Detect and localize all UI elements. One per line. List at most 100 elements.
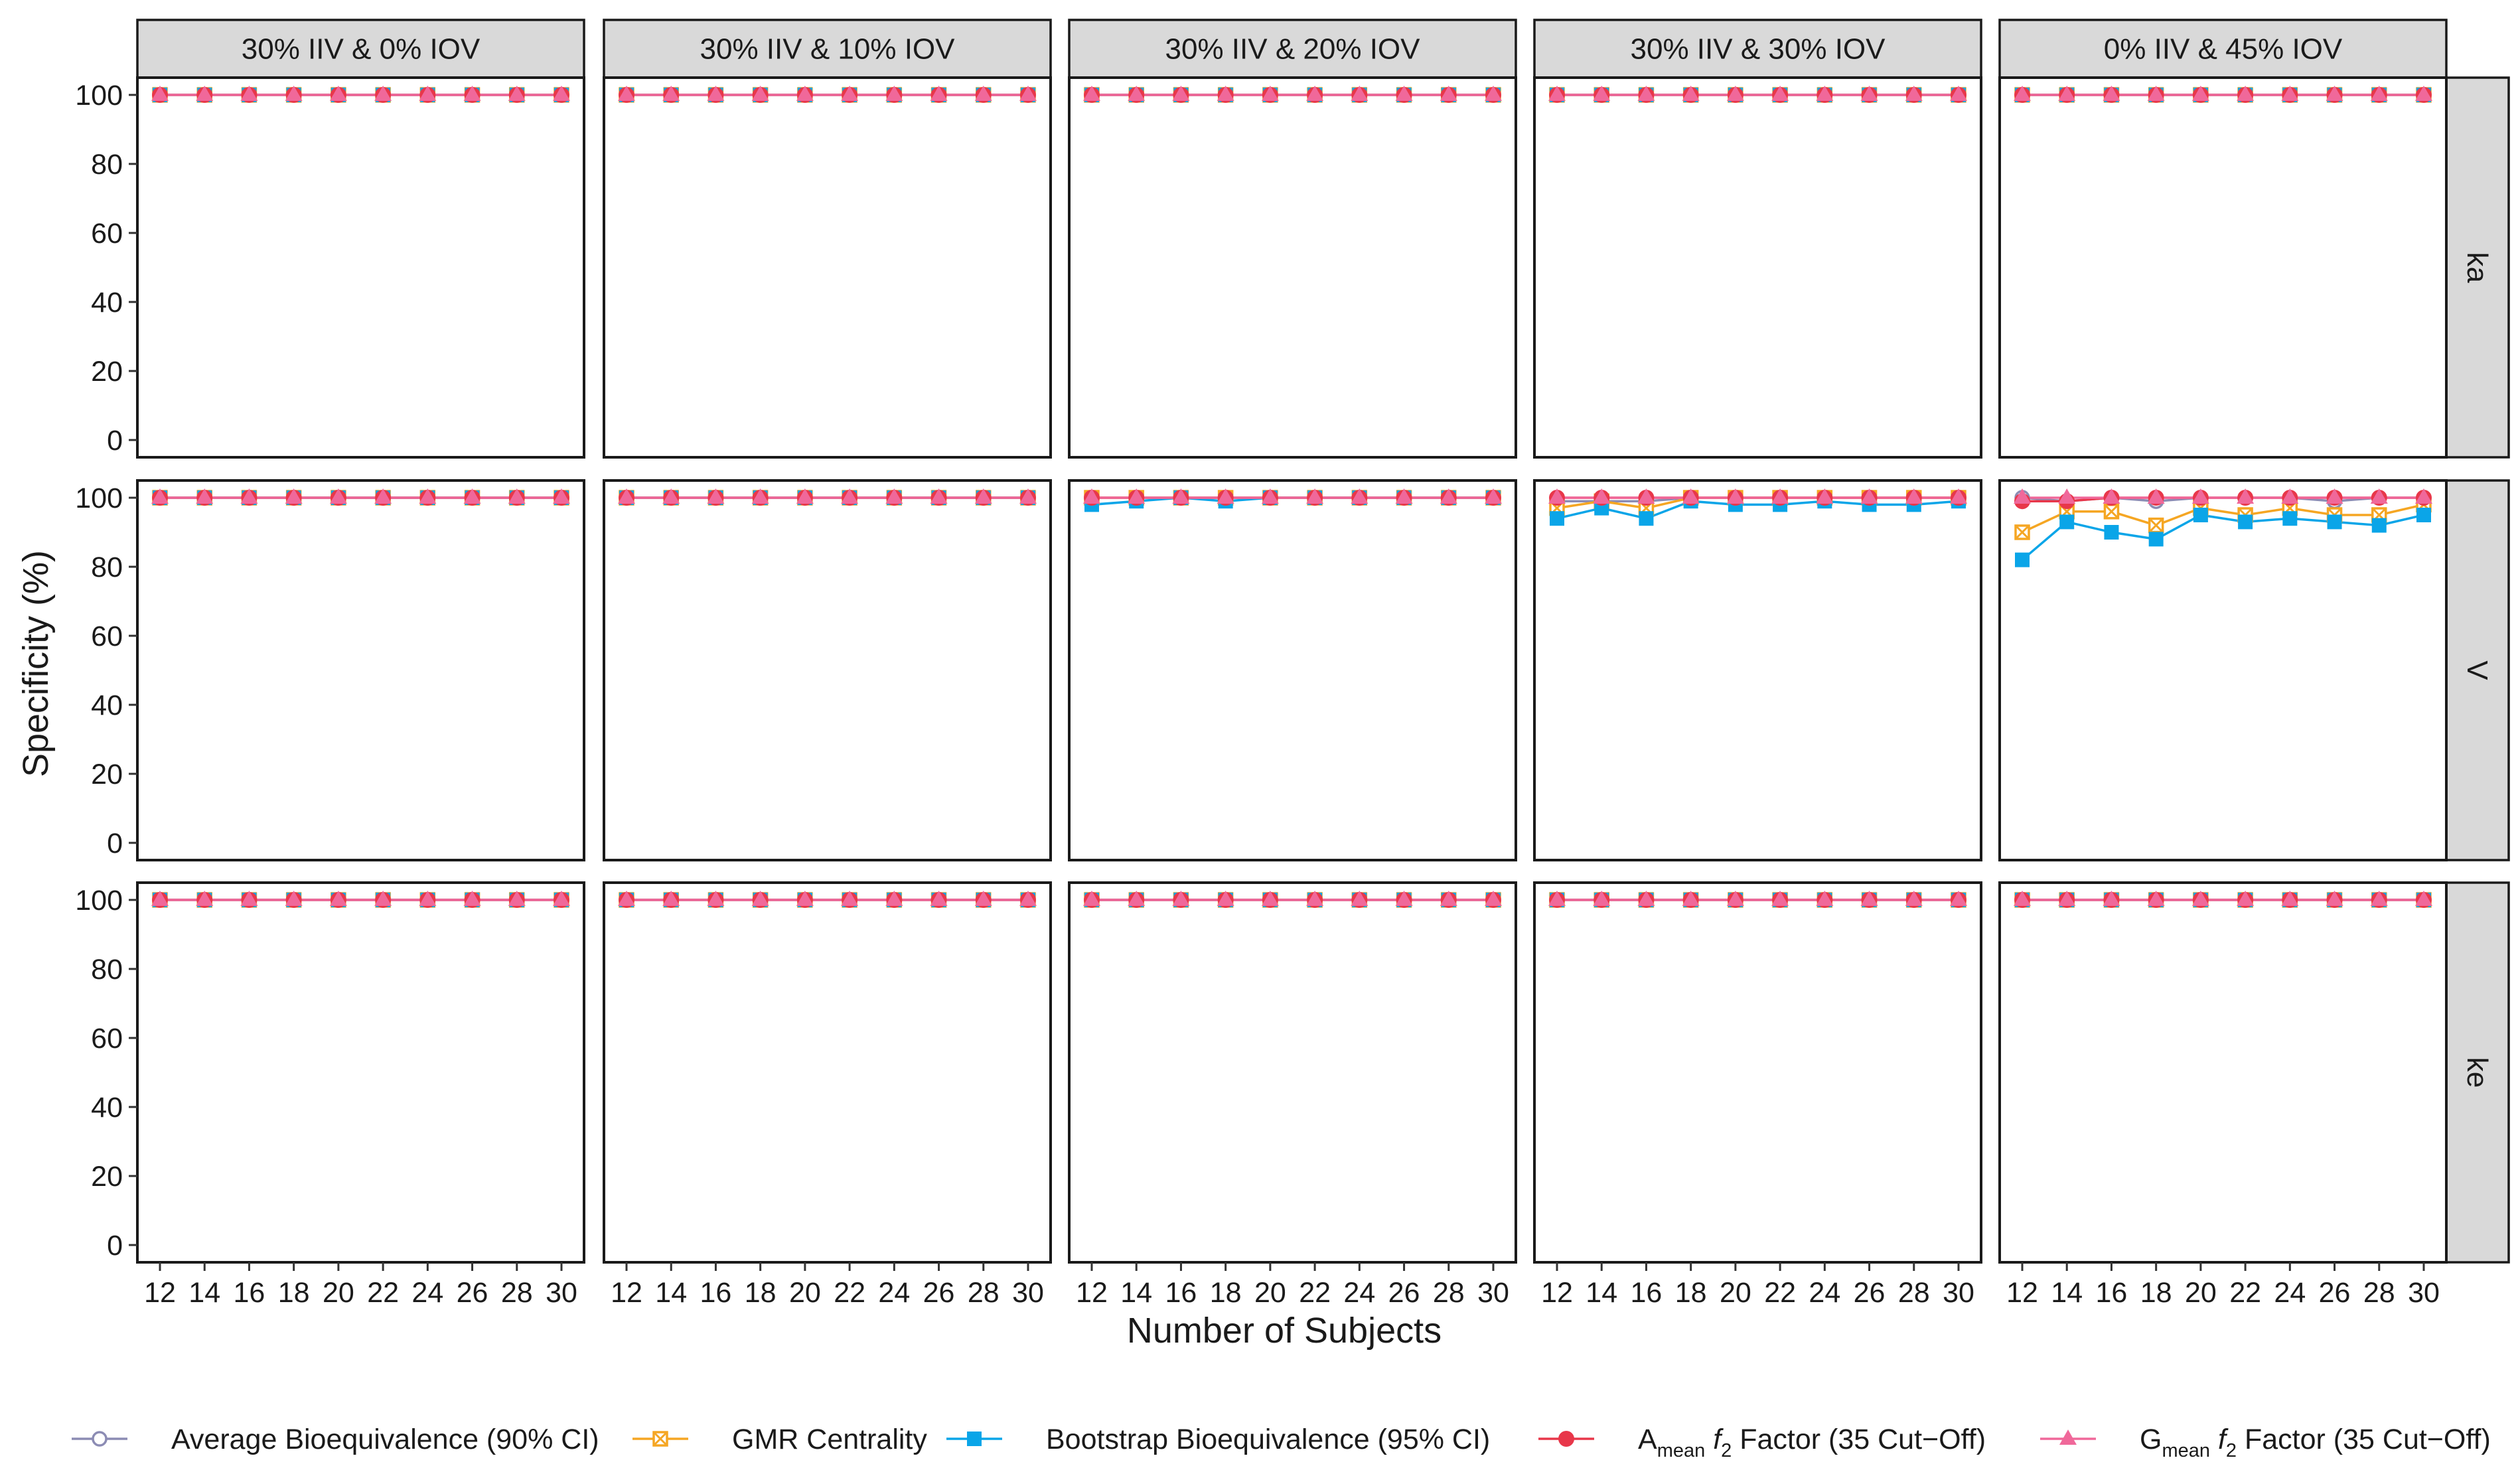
data-point — [1558, 1431, 1574, 1447]
data-point — [1351, 488, 1369, 504]
data-point — [1217, 891, 1234, 906]
data-point — [1860, 488, 1878, 504]
y-tick-label: 20 — [91, 356, 123, 388]
facet-panel — [1533, 76, 1982, 459]
legend-label: Gmean f2 Factor (35 Cut−Off) — [2140, 1424, 2491, 1461]
data-point — [662, 488, 680, 504]
data-point — [930, 86, 948, 101]
data-point-cross — [2104, 504, 2119, 519]
series-markers-gmean — [2014, 488, 2432, 504]
data-point — [1083, 488, 1100, 504]
y-tick-label: 100 — [75, 482, 123, 514]
data-point — [2059, 1430, 2077, 1445]
data-point — [1261, 488, 1279, 504]
data-point — [662, 891, 680, 906]
facet-panel — [1068, 479, 1517, 861]
data-point — [1726, 891, 1744, 906]
data-point — [618, 86, 635, 101]
data-point — [508, 891, 526, 906]
panel-frame — [1068, 479, 1517, 861]
data-point — [2103, 891, 2120, 906]
data-point — [463, 891, 481, 906]
data-point — [1083, 86, 1100, 101]
data-point — [553, 488, 570, 504]
data-point — [2282, 511, 2298, 526]
data-point — [2191, 86, 2209, 101]
data-point — [2058, 86, 2076, 101]
series-markers-gmean — [618, 488, 1037, 504]
panel-frame — [1998, 479, 2448, 861]
data-point — [2237, 488, 2255, 504]
data-point — [92, 1431, 108, 1447]
legend-label: Average Bioequivalence (90% CI) — [171, 1424, 599, 1455]
x-tick-label: 16 — [1631, 1277, 1663, 1309]
data-point — [2193, 508, 2208, 522]
data-point — [419, 86, 437, 101]
data-point — [463, 488, 481, 504]
data-point — [196, 488, 214, 504]
data-point — [1217, 488, 1234, 504]
data-point — [930, 488, 948, 504]
x-tick-label: 22 — [367, 1277, 399, 1309]
data-point — [2327, 514, 2342, 530]
x-tick-label: 14 — [1586, 1277, 1617, 1309]
legend-entry-abe: Average Bioequivalence (90% CI) — [72, 1424, 599, 1455]
data-point — [2326, 86, 2343, 101]
series-markers-gmean — [1548, 86, 1967, 101]
data-point — [1771, 891, 1789, 906]
row-strip — [2445, 479, 2510, 861]
data-point — [2059, 514, 2075, 530]
series-markers-gmean — [151, 891, 570, 906]
facet-panel: 12 14 16 18 20 22 24 26 28 30 — [1068, 881, 1517, 1309]
panel-frame — [1998, 881, 2448, 1264]
x-tick-label: 14 — [188, 1277, 220, 1309]
facet-panel — [1068, 76, 1517, 459]
x-tick-label: 14 — [1120, 1277, 1152, 1309]
data-point — [841, 891, 859, 906]
series-markers-gmean — [151, 488, 570, 504]
x-tick-label: 22 — [1764, 1277, 1796, 1309]
data-point — [796, 488, 814, 504]
series-markers-gmean — [618, 891, 1037, 906]
data-point — [1440, 86, 1457, 101]
data-point — [374, 488, 392, 504]
data-point-cross — [2148, 518, 2164, 533]
data-point — [2058, 488, 2076, 504]
data-point — [2103, 86, 2120, 101]
data-point — [1172, 891, 1190, 906]
data-point-cross — [2014, 524, 2030, 540]
data-point — [2326, 891, 2343, 906]
data-point — [1083, 891, 1100, 906]
series-line-boot — [1556, 500, 1959, 520]
data-point — [1950, 891, 1967, 906]
data-point — [2015, 552, 2030, 567]
data-point — [1351, 86, 1369, 101]
data-point — [841, 488, 859, 504]
data-point — [1019, 488, 1037, 504]
x-tick-label: 18 — [1210, 1277, 1242, 1309]
series-markers-gmean — [1548, 891, 1967, 906]
data-point — [2326, 488, 2343, 504]
series-line-gmr — [2022, 503, 2424, 534]
column-strip-label: 0% IIV & 45% IOV — [2104, 33, 2343, 66]
data-point — [1726, 488, 1744, 504]
data-point — [240, 891, 258, 906]
y-tick-label: 60 — [91, 218, 123, 250]
data-point — [1905, 891, 1923, 906]
panel-frame — [1068, 76, 1517, 459]
x-tick-label: 20 — [2185, 1277, 2217, 1309]
data-point — [1019, 891, 1037, 906]
y-tick-label: 80 — [91, 551, 123, 583]
data-point — [974, 891, 992, 906]
panel-frame — [136, 881, 585, 1264]
data-point — [1682, 891, 1700, 906]
row-strip-label: V — [2461, 660, 2493, 680]
panel-frame — [1998, 76, 2448, 459]
facet-panel: 12 14 16 18 20 22 24 26 28 30 — [1998, 881, 2448, 1309]
facet-panel: 0 20 40 60 80 100 — [75, 76, 585, 459]
x-tick-label: 16 — [2096, 1277, 2128, 1309]
panel-frame — [1533, 76, 1982, 459]
data-point — [2014, 891, 2031, 906]
column-strip-label: 30% IIV & 10% IOV — [700, 33, 956, 66]
data-point — [285, 488, 303, 504]
